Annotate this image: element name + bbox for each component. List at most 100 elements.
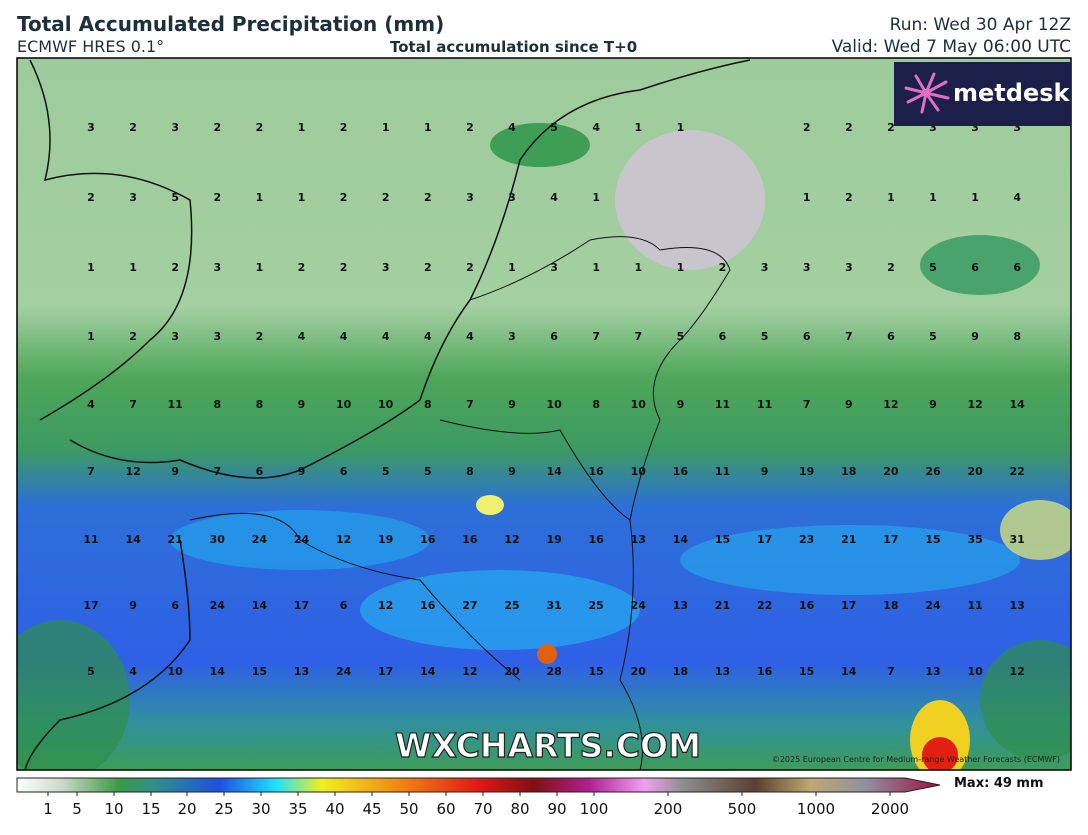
grid-value: 5 — [677, 330, 685, 343]
grid-value: 2 — [424, 191, 432, 204]
colorbar-tick-label: 10 — [104, 800, 123, 818]
grid-value: 21 — [715, 599, 730, 612]
grid-value: 13 — [631, 533, 646, 546]
grid-value: 13 — [673, 599, 688, 612]
grid-value: 5 — [382, 465, 390, 478]
grid-value: 9 — [508, 398, 516, 411]
grid-value: 2 — [256, 330, 264, 343]
grid-value: 6 — [340, 465, 348, 478]
colorbar-tick-label: 90 — [547, 800, 566, 818]
grid-value: 2 — [719, 261, 727, 274]
grid-value: 4 — [129, 665, 137, 678]
grid-value: 5 — [171, 191, 179, 204]
grid-value: 24 — [631, 599, 647, 612]
grid-value: 5 — [550, 121, 558, 134]
grid-value: 2 — [340, 261, 348, 274]
grid-value: 1 — [87, 261, 95, 274]
grid-value: 1 — [87, 330, 95, 343]
grid-value: 9 — [298, 465, 306, 478]
grid-value: 6 — [1013, 261, 1021, 274]
grid-value: 6 — [719, 330, 727, 343]
grid-value: 2 — [845, 191, 853, 204]
grid-value: 19 — [378, 533, 393, 546]
grid-value: 9 — [971, 330, 979, 343]
grid-value: 14 — [420, 665, 436, 678]
grid-value: 2 — [340, 121, 348, 134]
colorbar-tick-label: 200 — [654, 800, 683, 818]
grid-value: 20 — [631, 665, 647, 678]
grid-value: 20 — [883, 465, 899, 478]
grid-value: 1 — [677, 261, 685, 274]
colorbar-tick-label: 35 — [288, 800, 307, 818]
grid-value: 12 — [1010, 665, 1025, 678]
grid-value: 2 — [803, 121, 811, 134]
grid-value: 3 — [382, 261, 390, 274]
grid-value: 1 — [929, 191, 937, 204]
grid-value: 31 — [546, 599, 561, 612]
grid-value: 7 — [129, 398, 137, 411]
grid-value: 11 — [715, 398, 730, 411]
grid-value: 19 — [799, 465, 814, 478]
grid-value: 25 — [504, 599, 519, 612]
grid-value: 1 — [971, 191, 979, 204]
grid-value: 9 — [677, 398, 685, 411]
grid-value: 16 — [420, 533, 436, 546]
grid-value: 9 — [845, 398, 853, 411]
grid-value: 12 — [504, 533, 519, 546]
grid-value: 8 — [1013, 330, 1021, 343]
grid-value: 2 — [213, 121, 221, 134]
grid-value: 20 — [504, 665, 520, 678]
grid-value: 4 — [340, 330, 348, 343]
grid-value: 2 — [87, 191, 95, 204]
grid-value: 19 — [546, 533, 561, 546]
grid-value: 1 — [592, 261, 600, 274]
grid-value: 9 — [761, 465, 769, 478]
grid-value: 5 — [424, 465, 432, 478]
grid-value: 11 — [715, 465, 730, 478]
watermark: WXCHARTS.COM — [395, 726, 701, 765]
grid-value: 24 — [252, 533, 268, 546]
grid-value: 28 — [546, 665, 561, 678]
grid-value: 17 — [378, 665, 393, 678]
colorbar-tick-label: 40 — [325, 800, 344, 818]
valid-time: Valid: Wed 7 May 06:00 UTC — [831, 37, 1071, 57]
grid-value: 1 — [887, 191, 895, 204]
colorbar-tick-label: 100 — [580, 800, 609, 818]
grid-value: 11 — [83, 533, 98, 546]
grid-values: 3 2 3 2 2 1 2 1 1 2 4 5 4 1 1 2 2 2 3 3 32 3 5 2 1 1 2 2 2 3 3 4 1 1 2 1 1 1 4… — [83, 121, 1025, 678]
grid-value: 25 — [589, 599, 604, 612]
grid-value: 12 — [125, 465, 140, 478]
grid-value: 23 — [799, 533, 814, 546]
grid-value: 35 — [967, 533, 982, 546]
grid-value: 12 — [336, 533, 351, 546]
grid-value: 14 — [125, 533, 141, 546]
grid-value: 3 — [761, 261, 769, 274]
run-time: Run: Wed 30 Apr 12Z — [889, 15, 1071, 35]
grid-value: 10 — [378, 398, 394, 411]
grid-value: 14 — [1010, 398, 1026, 411]
colorbar-tick-label: 80 — [510, 800, 529, 818]
grid-value: 10 — [631, 398, 647, 411]
grid-value: 15 — [799, 665, 814, 678]
grid-value: 17 — [83, 599, 98, 612]
grid-value: 4 — [298, 330, 306, 343]
grid-value: 16 — [420, 599, 436, 612]
grid-value: 22 — [1010, 465, 1025, 478]
colorbar-tick-label: 45 — [362, 800, 381, 818]
grid-value: 8 — [213, 398, 221, 411]
grid-value: 17 — [757, 533, 772, 546]
grid-value: 1 — [129, 261, 137, 274]
subtitle: Total accumulation since T+0 — [390, 38, 638, 56]
grid-value: 3 — [929, 121, 937, 134]
grid-value: 2 — [171, 261, 179, 274]
grid-value: 3 — [845, 261, 853, 274]
grid-value: 2 — [424, 261, 432, 274]
grid-value: 17 — [883, 533, 898, 546]
grid-value: 6 — [887, 330, 895, 343]
grid-value: 6 — [971, 261, 979, 274]
grid-value: 13 — [294, 665, 309, 678]
grid-value: 5 — [87, 665, 95, 678]
grid-value: 30 — [210, 533, 226, 546]
grid-value: 3 — [171, 121, 179, 134]
